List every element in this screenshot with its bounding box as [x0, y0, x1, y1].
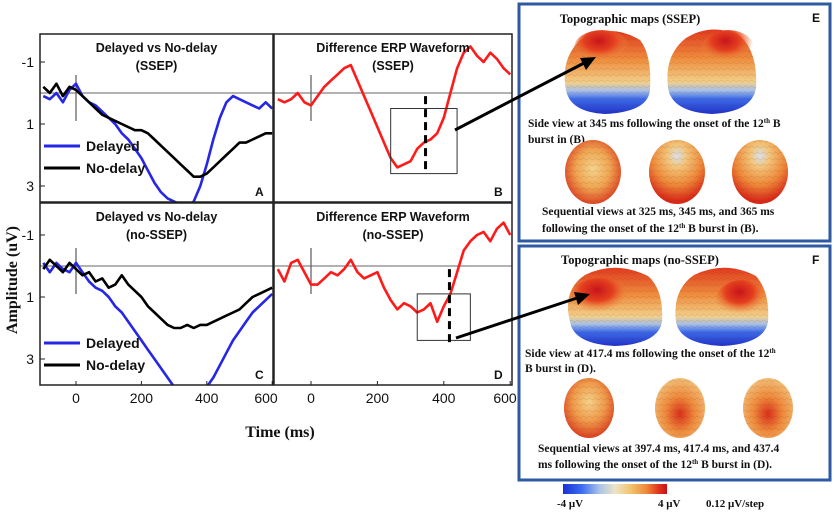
- highlight-box-d: [416, 293, 471, 341]
- topo-e-side-caption-line1: Side view at 345 ms following the onset …: [528, 117, 781, 130]
- y-tick-label-c-0: -1: [22, 227, 35, 243]
- topo-f-side-caption-line1: Side view at 417.4 ms following the onse…: [525, 347, 776, 360]
- x-axis-label: Time (ms): [245, 424, 314, 441]
- x-tick-label-c-1: 200: [130, 390, 154, 406]
- y-tick-label-c-2: 3: [26, 351, 34, 367]
- panel-letter-a: A: [255, 185, 264, 199]
- title-d-line1: Difference ERP Waveform: [316, 210, 470, 224]
- x-tick-label-c-0: 0: [72, 390, 80, 406]
- panel-letter-f: F: [812, 253, 819, 267]
- colorbar-gradient: [563, 484, 667, 494]
- x-tick-label-c-3: 600: [254, 390, 278, 406]
- x-tick-label-d-0: 0: [307, 390, 315, 406]
- arrow-b-to-e-head: [580, 57, 596, 70]
- y-tick-label-a-2: 3: [26, 178, 34, 194]
- panel-frame-c: [39, 202, 274, 386]
- topo-panel-f-border: [517, 244, 832, 482]
- series-c-delayed: [42, 261, 273, 385]
- series-a-no-delay: [42, 82, 273, 178]
- colorbar: -4 μV 4 μV 0.12 μV/step: [557, 484, 764, 510]
- topo-f-side-view-left: [567, 267, 663, 346]
- topo-e-side-caption-line2: burst in (B).: [528, 134, 588, 146]
- arrow-b-to-e: [454, 60, 587, 132]
- chart-panel-a: Delayed vs No-delay (SSEP) A -1 1 3 Delayed No-…: [22, 33, 274, 203]
- y-tick-label-a-0: -1: [22, 54, 35, 70]
- topo-e-side-view-left: [564, 30, 651, 114]
- topo-panel-e: Topographic maps (SSEP) E Side view at 3…: [517, 2, 832, 243]
- arrow-d-to-f: [455, 295, 581, 340]
- title-d-line2: (no-SSEP): [362, 228, 423, 242]
- topo-e-side-view-right: [667, 29, 757, 114]
- chart-panel-b: Difference ERP Waveform (SSEP) B: [273, 33, 513, 203]
- topo-f-top-view-2: [655, 378, 705, 438]
- panel-letter-e: E: [812, 11, 820, 25]
- colorbar-max-label: 4 μV: [658, 498, 680, 510]
- x-tick-label-c-2: 400: [195, 390, 219, 406]
- title-a-line2: (SSEP): [136, 59, 178, 73]
- topo-f-top-view-3: [743, 378, 793, 438]
- erp-chart-grid: Delayed vs No-delay (SSEP) A -1 1 3 Delayed No-…: [22, 33, 517, 406]
- topo-e-title: Topographic maps (SSEP): [560, 12, 701, 26]
- topo-e-seq-caption-line2: following the onset of the 12th B burst …: [542, 222, 759, 235]
- legend-label-a-1: No-delay: [86, 160, 145, 176]
- title-c-line2: (no-SSEP): [126, 228, 187, 242]
- arrow-d-to-f-head: [574, 292, 590, 305]
- arrows: [454, 57, 596, 340]
- topo-e-seq-caption-line1: Sequential views at 325 ms, 345 ms, and …: [542, 206, 775, 218]
- x-tick-label-d-1: 200: [366, 390, 390, 406]
- title-b-line1: Difference ERP Waveform: [316, 41, 470, 55]
- chart-panel-c: Delayed vs No-delay (no-SSEP) C -1 1 3 Delayed…: [22, 202, 278, 406]
- topo-f-top-view-1: [564, 378, 614, 438]
- title-c-line1: Delayed vs No-delay: [96, 210, 218, 224]
- legend-label-c-1: No-delay: [86, 357, 145, 373]
- colorbar-step-label: 0.12 μV/step: [706, 498, 764, 510]
- series-b-difference: [277, 45, 512, 169]
- topo-f-side-view-right: [675, 267, 769, 346]
- legend-label-a-0: Delayed: [86, 138, 140, 154]
- colorbar-min-label: -4 μV: [557, 498, 583, 510]
- legend-label-c-0: Delayed: [86, 335, 140, 351]
- series-c-no-delay: [42, 258, 273, 330]
- topo-e-top-view-2: [649, 140, 705, 204]
- panel-letter-b: B: [494, 185, 503, 199]
- y-tick-label-c-1: 1: [26, 289, 34, 305]
- title-b-line2: (SSEP): [372, 59, 414, 73]
- x-tick-label-d-3: 600: [493, 390, 517, 406]
- y-tick-label-a-1: 1: [26, 116, 34, 132]
- series-d-difference: [276, 221, 512, 324]
- panel-frame-a: [39, 33, 274, 203]
- panel-letter-c: C: [255, 368, 264, 382]
- topo-f-seq-caption-line1: Sequential views at 397.4 ms, 417.4 ms, …: [538, 443, 779, 455]
- panel-frame-b: [273, 33, 513, 203]
- chart-panel-d: Difference ERP Waveform (no-SSEP) D 0 200 400…: [273, 202, 517, 406]
- panel-frame-d: [273, 202, 513, 386]
- topo-f-side-caption-line2: B burst in (D).: [525, 363, 596, 375]
- topo-f-seq-caption-line2: ms following the onset of the 12th B bur…: [538, 458, 772, 471]
- highlight-box-b: [390, 108, 458, 175]
- topo-f-title: Topographic maps (no-SSEP): [561, 253, 719, 267]
- topo-e-top-view-3: [732, 140, 788, 204]
- panel-letter-d: D: [494, 368, 503, 382]
- topo-panel-f: Topographic maps (no-SSEP) F Side view a…: [517, 244, 832, 482]
- title-a-line1: Delayed vs No-delay: [96, 41, 218, 55]
- y-axis-label: Amplitude (uV): [4, 226, 21, 334]
- topo-e-top-view-1: [565, 140, 621, 204]
- x-tick-label-d-2: 400: [432, 390, 456, 406]
